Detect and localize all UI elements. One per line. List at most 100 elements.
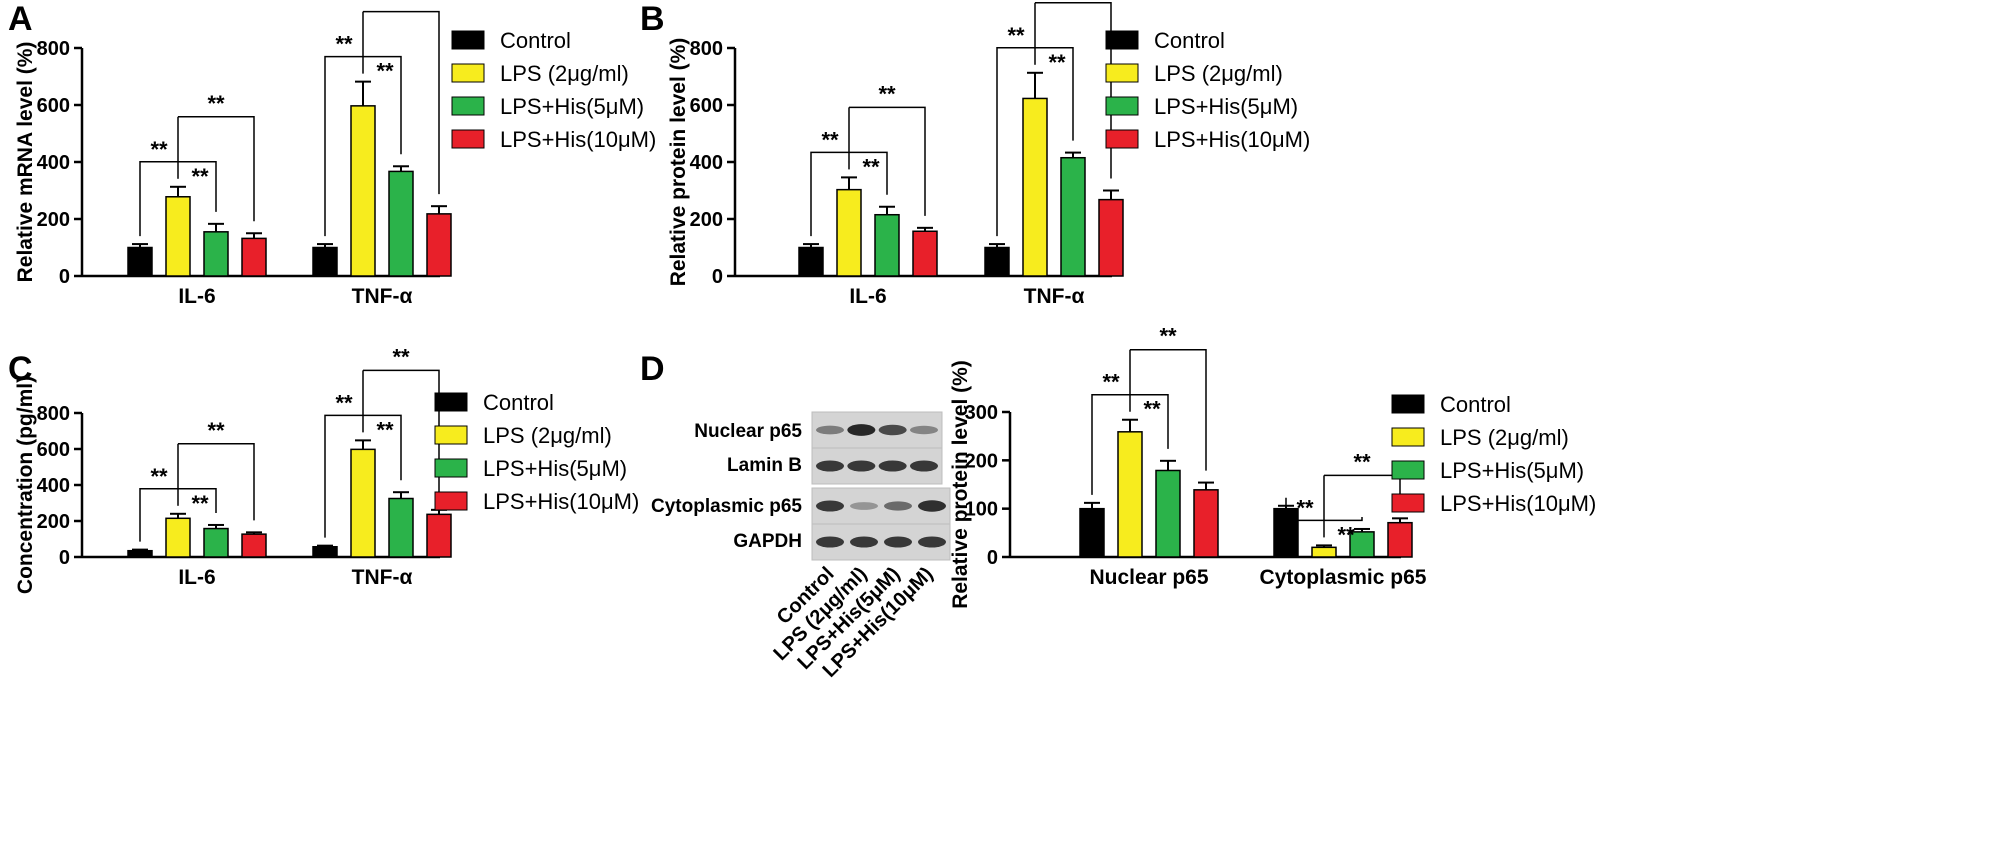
legend-label: LPS (2μg/ml) <box>500 61 629 86</box>
legend-swatch <box>451 63 485 83</box>
legend-swatch <box>434 458 468 478</box>
y-tick-label: 200 <box>965 450 998 472</box>
bar-B-1-1 <box>1022 97 1048 277</box>
bar-C-0-1 <box>165 517 191 558</box>
sig-bracket <box>1130 348 1207 471</box>
panel-label-D: D <box>640 350 665 388</box>
bar-B-0-2 <box>874 213 900 277</box>
sig-bracket <box>849 106 926 216</box>
sig-stars: ** <box>1143 397 1161 422</box>
legend-swatch <box>1105 30 1139 50</box>
legend-swatch <box>1391 460 1425 480</box>
legend-swatch <box>1391 427 1425 447</box>
y-tick-label: 100 <box>965 499 998 521</box>
bar-A-1-0 <box>312 246 338 277</box>
legend-label: LPS+His(5μM) <box>500 94 644 119</box>
legend-swatch <box>434 425 468 445</box>
legend-label: LPS (2μg/ml) <box>1154 61 1283 86</box>
sig-bracket <box>324 414 363 538</box>
blot-band <box>847 424 876 436</box>
sig-bracket <box>324 55 363 237</box>
sig-stars: ** <box>1064 0 1082 2</box>
sig-stars: ** <box>821 127 839 152</box>
legend-label: Control <box>1440 392 1511 417</box>
y-tick-label: 200 <box>37 209 70 231</box>
sig-stars: ** <box>1337 522 1355 547</box>
bar-B-1-2 <box>1060 156 1086 277</box>
sig-bracket <box>1285 497 1324 522</box>
bar-D-1-2 <box>1349 531 1375 558</box>
y-tick-label: 600 <box>37 95 70 117</box>
legend-label: LPS+His(5μM) <box>1440 458 1584 483</box>
bar-A-0-2 <box>203 231 229 277</box>
sig-stars: ** <box>376 59 394 84</box>
x-category-label: Cytoplasmic p65 <box>1260 566 1427 589</box>
blot-band <box>816 425 844 435</box>
x-category-label: Nuclear p65 <box>1089 566 1208 589</box>
bar-B-1-0 <box>984 246 1010 277</box>
sig-stars: ** <box>1102 370 1120 395</box>
sig-bracket <box>1035 2 1112 179</box>
y-tick-label: 200 <box>690 209 723 231</box>
sig-stars: ** <box>335 390 353 415</box>
sig-bracket <box>178 443 255 521</box>
blot-band <box>816 460 844 472</box>
x-category-label: IL-6 <box>178 566 215 589</box>
y-tick-label: 400 <box>37 475 70 497</box>
x-category-label: IL-6 <box>849 285 886 308</box>
y-tick-label: 800 <box>37 403 70 425</box>
legend-swatch <box>1391 493 1425 513</box>
blot-row-label: Lamin B <box>727 455 802 476</box>
bar-C-1-3 <box>426 513 452 558</box>
legend-label: Control <box>483 390 554 415</box>
legend-swatch <box>451 30 485 50</box>
sig-bracket <box>1091 393 1130 495</box>
legend-swatch <box>1391 394 1425 414</box>
legend-swatch <box>1105 96 1139 116</box>
sig-stars: ** <box>191 491 209 516</box>
sig-stars: ** <box>1159 324 1177 349</box>
legend-swatch <box>451 129 485 149</box>
legend-swatch <box>434 491 468 511</box>
y-axis-label: Relative protein level (%) <box>667 38 690 287</box>
bar-C-0-0 <box>127 549 153 558</box>
bar-C-0-2 <box>203 527 229 558</box>
blot-band <box>910 425 938 435</box>
sig-bracket <box>178 161 217 212</box>
y-tick-label: 600 <box>37 439 70 461</box>
bar-D-1-1 <box>1311 546 1337 558</box>
y-tick-label: 0 <box>987 547 998 569</box>
sig-bracket <box>363 414 402 481</box>
sig-stars: ** <box>376 417 394 442</box>
bar-B-0-3 <box>912 230 938 277</box>
blot-band <box>816 536 844 548</box>
y-tick-label: 0 <box>59 547 70 569</box>
sig-bracket <box>363 10 440 195</box>
bar-D-1-3 <box>1387 521 1413 558</box>
blot-band <box>918 500 946 512</box>
sig-stars: ** <box>878 81 896 106</box>
sig-bracket <box>139 161 178 237</box>
bar-A-1-3 <box>426 213 452 277</box>
bar-A-1-1 <box>350 105 376 277</box>
sig-bracket <box>178 488 217 513</box>
legend-label: LPS+His(5μM) <box>483 456 627 481</box>
y-tick-label: 200 <box>37 511 70 533</box>
sig-bracket <box>849 151 888 195</box>
legend-swatch <box>1105 63 1139 83</box>
sig-stars: ** <box>392 344 410 369</box>
bar-C-0-3 <box>241 533 267 558</box>
blot-band <box>910 460 938 472</box>
bar-D-0-1 <box>1117 431 1143 558</box>
blot-band <box>847 460 876 472</box>
y-tick-label: 800 <box>37 38 70 60</box>
sig-bracket <box>810 151 849 237</box>
blot-band <box>878 460 907 472</box>
panel-label-C: C <box>8 350 33 388</box>
y-tick-label: 0 <box>712 266 723 288</box>
y-axis-label: Concentration (pg/ml) <box>14 376 37 594</box>
sig-bracket <box>1130 393 1169 449</box>
bar-D-0-0 <box>1079 507 1105 558</box>
